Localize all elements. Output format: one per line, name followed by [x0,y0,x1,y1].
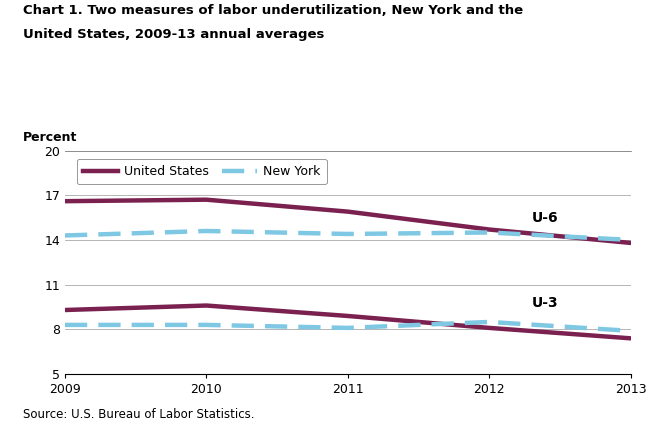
Text: Chart 1. Two measures of labor underutilization, New York and the: Chart 1. Two measures of labor underutil… [23,4,523,17]
Text: U-3: U-3 [532,296,558,310]
Text: United States, 2009-13 annual averages: United States, 2009-13 annual averages [23,28,324,41]
Text: Percent: Percent [23,131,77,144]
Legend: United States, New York: United States, New York [77,159,327,184]
Text: Source: U.S. Bureau of Labor Statistics.: Source: U.S. Bureau of Labor Statistics. [23,408,254,421]
Text: U-6: U-6 [532,211,558,225]
